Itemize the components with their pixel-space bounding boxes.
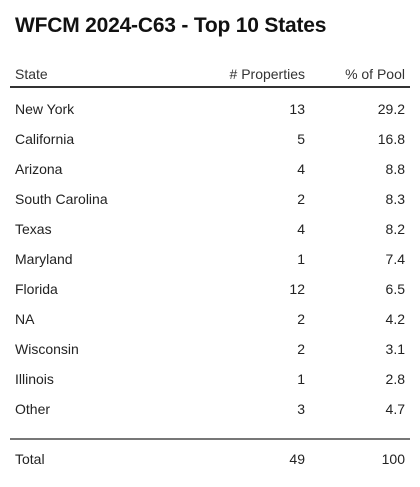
table-row: California 5 16.8: [10, 124, 410, 154]
column-header-pool: % of Pool: [345, 66, 405, 82]
state-name: Wisconsin: [15, 341, 79, 357]
column-header-state: State: [15, 66, 48, 82]
pool-percent: 2.8: [385, 371, 405, 387]
table-row: Maryland 1 7.4: [10, 244, 410, 274]
pool-percent: 8.8: [385, 161, 405, 177]
column-header-properties: # Properties: [229, 66, 305, 82]
table-row: Florida 12 6.5: [10, 274, 410, 304]
total-pool: 100: [381, 451, 405, 467]
pool-percent: 4.2: [385, 311, 405, 327]
pool-percent: 6.5: [385, 281, 405, 297]
property-count: 13: [289, 101, 305, 117]
state-name: NA: [15, 311, 35, 327]
property-count: 2: [297, 311, 305, 327]
state-name: Texas: [15, 221, 52, 237]
table-row: NA 2 4.2: [10, 304, 410, 334]
total-row: Total 49 100: [10, 444, 410, 474]
states-table: State # Properties % of Pool New York 13…: [10, 62, 410, 474]
pool-percent: 8.2: [385, 221, 405, 237]
property-count: 1: [297, 371, 305, 387]
table-row: Wisconsin 2 3.1: [10, 334, 410, 364]
pool-percent: 16.8: [377, 131, 405, 147]
state-name: South Carolina: [15, 191, 108, 207]
state-name: Other: [15, 401, 51, 417]
state-name: Florida: [15, 281, 58, 297]
property-count: 4: [297, 161, 305, 177]
total-label: Total: [15, 451, 45, 467]
state-name: Maryland: [15, 251, 73, 267]
property-count: 4: [297, 221, 305, 237]
total-properties: 49: [289, 451, 305, 467]
table-body: New York 13 29.2 California 5 16.8 Arizo…: [10, 94, 410, 424]
property-count: 2: [297, 191, 305, 207]
pool-percent: 29.2: [377, 101, 405, 117]
table-row: Texas 4 8.2: [10, 214, 410, 244]
state-name: California: [15, 131, 75, 147]
table-header: State # Properties % of Pool: [10, 62, 410, 88]
pool-percent: 4.7: [385, 401, 405, 417]
property-count: 5: [297, 131, 305, 147]
page-title: WFCM 2024-C63 - Top 10 States: [15, 14, 327, 37]
property-count: 12: [289, 281, 305, 297]
state-name: New York: [15, 101, 75, 117]
property-count: 1: [297, 251, 305, 267]
pool-percent: 7.4: [385, 251, 405, 267]
state-name: Arizona: [15, 161, 63, 177]
table-row: Arizona 4 8.8: [10, 154, 410, 184]
property-count: 3: [297, 401, 305, 417]
state-name: Illinois: [15, 371, 54, 387]
total-divider: [10, 438, 410, 440]
pool-percent: 8.3: [385, 191, 405, 207]
table-row: Illinois 1 2.8: [10, 364, 410, 394]
property-count: 2: [297, 341, 305, 357]
table-row: New York 13 29.2: [10, 94, 410, 124]
table-row: South Carolina 2 8.3: [10, 184, 410, 214]
pool-percent: 3.1: [385, 341, 405, 357]
table-row: Other 3 4.7: [10, 394, 410, 424]
